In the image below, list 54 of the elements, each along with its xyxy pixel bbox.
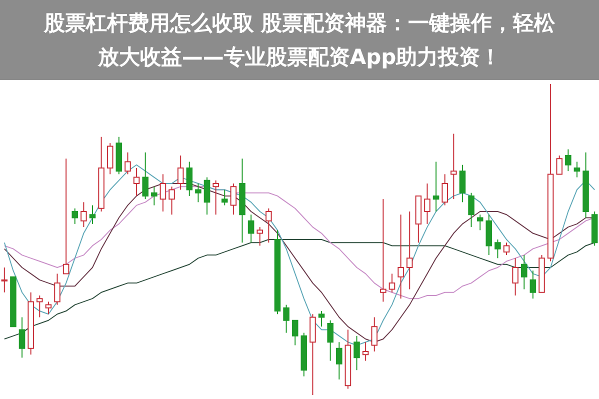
candlestick xyxy=(195,183,202,203)
candlestick xyxy=(133,167,140,196)
candlestick xyxy=(89,204,96,224)
candlestick xyxy=(160,174,166,212)
candlestick xyxy=(292,320,298,346)
candlestick xyxy=(62,158,70,274)
candlestick xyxy=(221,189,228,206)
candlestick xyxy=(151,186,158,206)
candlestick xyxy=(45,301,52,315)
candlestick xyxy=(283,304,290,334)
candlestick xyxy=(72,208,78,224)
candlestick xyxy=(442,174,448,206)
candlestick xyxy=(476,214,484,231)
candlestick xyxy=(354,335,360,371)
candlestick xyxy=(459,164,466,203)
candlestick xyxy=(574,161,580,178)
candlestick xyxy=(336,342,342,380)
candlestick xyxy=(432,161,440,212)
candlestick xyxy=(450,133,457,200)
candlestick xyxy=(212,180,219,216)
candlestick xyxy=(230,183,237,216)
candlestick xyxy=(266,208,272,244)
candlestick xyxy=(406,211,413,290)
candlestick xyxy=(177,155,184,190)
candlestick xyxy=(80,202,87,228)
candlestick xyxy=(204,176,210,216)
candlestick xyxy=(468,192,474,228)
chart-title: 股票杠杆费用怎么收取 股票配资神器：一键操作，轻松放大收益——专业股票配资App助力投资！ xyxy=(0,0,599,80)
candlestick xyxy=(18,316,26,358)
candlestick xyxy=(380,198,386,302)
candlestick xyxy=(388,273,396,293)
candlestick xyxy=(520,254,528,290)
candlestick xyxy=(124,152,131,175)
candlestick xyxy=(424,183,430,224)
candlestick xyxy=(371,316,378,352)
candlestick xyxy=(512,258,518,296)
candlestick xyxy=(565,148,572,172)
candlestick xyxy=(503,242,510,256)
candlestick xyxy=(142,152,148,200)
candlestick xyxy=(556,155,563,175)
candlestick xyxy=(248,214,254,244)
candlestick xyxy=(494,239,501,259)
candlestick xyxy=(530,270,536,300)
candlestick xyxy=(327,320,334,362)
candlestick xyxy=(362,342,369,362)
candlestick xyxy=(318,310,325,328)
candlestick xyxy=(398,214,404,300)
candlestick xyxy=(36,294,43,318)
candlestick xyxy=(256,226,264,246)
candlestick xyxy=(186,161,193,196)
candlestick xyxy=(54,273,60,306)
candlestick xyxy=(1,266,8,293)
candlestick xyxy=(106,142,114,175)
candlestick xyxy=(168,186,175,216)
